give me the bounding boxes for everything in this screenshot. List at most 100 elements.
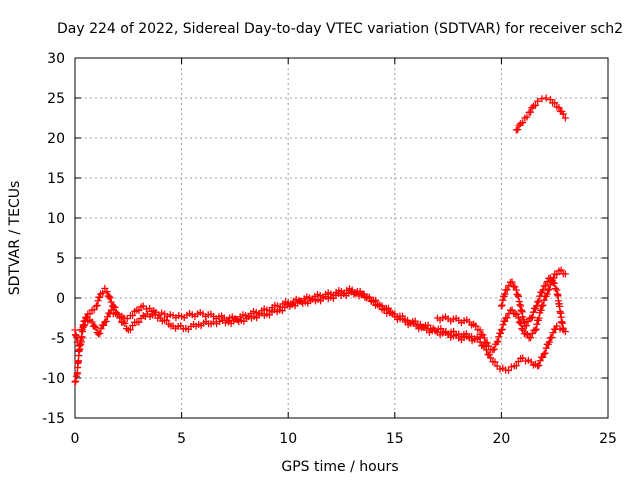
data-point-marker bbox=[508, 306, 516, 314]
data-point-marker bbox=[92, 324, 100, 332]
data-point-marker bbox=[534, 298, 542, 306]
data-point-marker bbox=[499, 296, 507, 304]
data-point-marker bbox=[106, 294, 114, 302]
axis-ticks: 0 5 10 15 20 25 -15 -10 -5 0 5 10 15 20 25 30 bbox=[42, 51, 617, 447]
data-point-marker bbox=[514, 291, 522, 299]
data-point-marker bbox=[86, 310, 94, 318]
data-point-marker bbox=[96, 293, 104, 301]
y-axis-label: SDTVAR / TECUs bbox=[7, 181, 23, 296]
data-point-marker bbox=[543, 290, 551, 298]
data-point-marker bbox=[516, 301, 524, 309]
data-point-marker bbox=[139, 302, 147, 310]
data-point-marker bbox=[519, 119, 527, 127]
data-point-marker bbox=[163, 316, 171, 324]
y-tick-label: 10 bbox=[47, 211, 65, 227]
data-point-marker bbox=[545, 285, 553, 293]
y-tick-label: 20 bbox=[47, 131, 65, 147]
data-point-marker bbox=[71, 378, 79, 386]
data-point-marker bbox=[548, 333, 556, 341]
data-point-marker bbox=[107, 298, 115, 306]
data-point-marker bbox=[537, 306, 545, 314]
data-point-marker bbox=[535, 361, 543, 369]
data-point-marker bbox=[512, 286, 520, 294]
data-point-marker bbox=[116, 314, 124, 322]
data-point-marker bbox=[514, 292, 522, 300]
data-point-marker bbox=[532, 326, 540, 334]
data-point-marker bbox=[499, 321, 507, 329]
data-point-marker bbox=[75, 346, 83, 354]
data-point-marker bbox=[561, 270, 569, 278]
data-point-marker bbox=[100, 321, 108, 329]
data-point-marker bbox=[72, 377, 80, 385]
data-point-marker bbox=[517, 320, 525, 328]
data-point-marker bbox=[541, 349, 549, 357]
data-point-marker bbox=[515, 298, 523, 306]
data-point-marker bbox=[96, 329, 104, 337]
data-point-marker bbox=[501, 290, 509, 298]
data-point-marker bbox=[540, 350, 548, 358]
data-point-marker bbox=[501, 317, 509, 325]
data-point-marker bbox=[527, 314, 535, 322]
data-point-marker bbox=[105, 292, 113, 300]
plot-frame bbox=[74, 57, 609, 419]
y-tick-label: 25 bbox=[47, 91, 65, 107]
data-point-marker bbox=[88, 318, 96, 326]
data-point-marker bbox=[77, 338, 85, 346]
data-point-marker bbox=[485, 342, 493, 350]
data-point-marker bbox=[90, 306, 98, 314]
data-point-marker bbox=[476, 326, 484, 334]
data-point-marker bbox=[512, 362, 520, 370]
data-point-marker bbox=[539, 353, 547, 361]
data-point-marker bbox=[511, 283, 519, 291]
y-tick-label: 5 bbox=[56, 251, 65, 267]
data-point-marker bbox=[503, 314, 511, 322]
data-point-marker bbox=[514, 126, 522, 134]
data-point-marker bbox=[216, 318, 224, 326]
y-tick-label: -5 bbox=[51, 331, 65, 347]
data-point-marker bbox=[552, 284, 560, 292]
data-point-marker bbox=[480, 334, 488, 342]
data-point-marker bbox=[522, 330, 530, 338]
data-point-marker bbox=[535, 314, 543, 322]
data-point-marker bbox=[539, 301, 547, 309]
data-point-marker bbox=[542, 282, 550, 290]
y-tick-label: -10 bbox=[42, 371, 65, 387]
data-point-marker bbox=[489, 346, 497, 354]
data-point-marker bbox=[528, 313, 536, 321]
y-tick-label: -15 bbox=[42, 411, 65, 427]
data-point-marker bbox=[527, 334, 535, 342]
data-point-marker bbox=[93, 301, 101, 309]
data-point-marker bbox=[551, 99, 559, 107]
data-point-marker bbox=[472, 322, 480, 330]
x-tick-label: 25 bbox=[599, 431, 617, 447]
data-point-marker bbox=[485, 351, 493, 359]
data-point-marker bbox=[498, 325, 506, 333]
x-tick-label: 15 bbox=[386, 431, 404, 447]
x-tick-label: 5 bbox=[177, 431, 186, 447]
data-point-marker bbox=[515, 121, 523, 129]
data-point-marker bbox=[498, 301, 506, 309]
data-point-marker bbox=[99, 289, 107, 297]
data-point-marker bbox=[539, 286, 547, 294]
y-tick-label: 15 bbox=[47, 171, 65, 187]
data-point-marker bbox=[546, 274, 554, 282]
x-tick-label: 10 bbox=[279, 431, 297, 447]
data-point-marker bbox=[119, 318, 127, 326]
data-point-marker bbox=[514, 314, 522, 322]
data-point-marker bbox=[513, 310, 521, 318]
y-tick-label: 30 bbox=[47, 51, 65, 67]
data-point-marker bbox=[529, 308, 537, 316]
data-point-marker bbox=[555, 104, 563, 112]
data-point-marker bbox=[360, 290, 368, 298]
data-point-marker bbox=[524, 318, 532, 326]
data-point-marker bbox=[535, 297, 543, 305]
data-point-marker bbox=[505, 366, 513, 374]
data-point-marker bbox=[483, 339, 491, 347]
data-point-marker bbox=[533, 302, 541, 310]
data-point-marker bbox=[102, 317, 110, 325]
data-point-marker bbox=[523, 113, 531, 121]
data-point-marker bbox=[103, 288, 111, 296]
data-point-marker bbox=[542, 344, 550, 352]
data-point-marker bbox=[557, 266, 565, 274]
